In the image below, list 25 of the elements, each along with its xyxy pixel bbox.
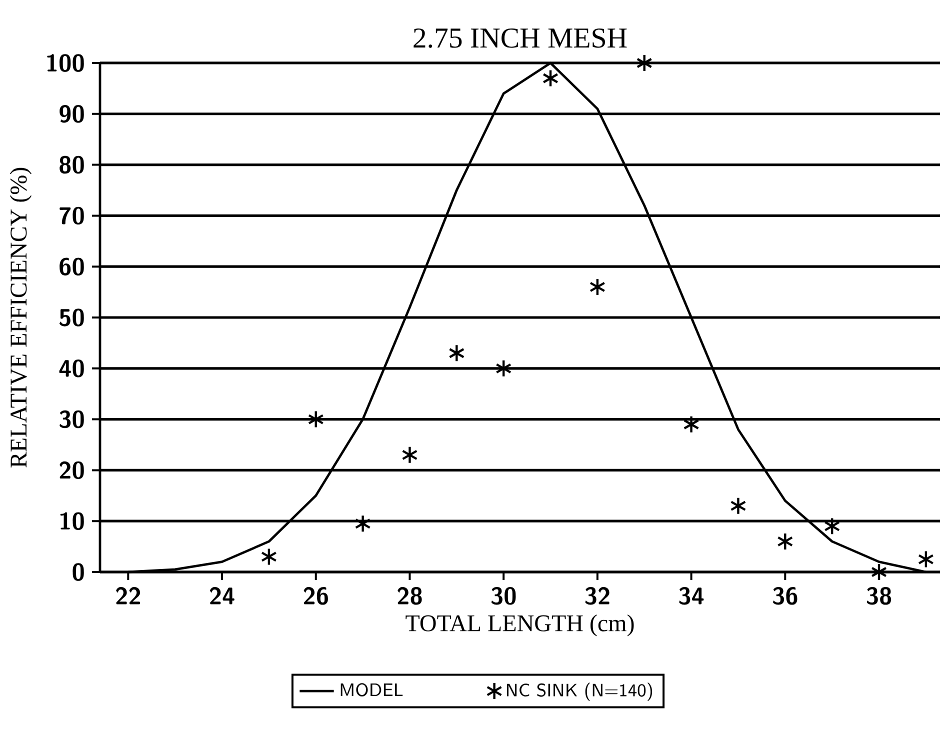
x-tick-label: 24 <box>210 587 234 604</box>
y-tick-label: 10 <box>60 512 84 530</box>
x-tick-label: 22 <box>116 587 140 604</box>
x-axis-title: TOTAL LENGTH (cm) <box>406 614 634 636</box>
y-tick-label: 60 <box>60 258 84 276</box>
y-tick-label: 30 <box>60 410 84 428</box>
y-axis-title: RELATIVE EFFICIENCY (%) <box>10 168 32 468</box>
x-tick-label: 38 <box>866 587 892 605</box>
y-tick-label: 80 <box>60 156 84 174</box>
legend-label: MODEL <box>340 683 403 696</box>
y-tick-label: 70 <box>60 206 84 225</box>
x-tick-label: 28 <box>398 587 422 605</box>
y-tick-label: 90 <box>60 105 84 123</box>
x-tick-label: 34 <box>679 587 704 605</box>
y-tick-label: 20 <box>60 461 84 480</box>
legend-label: NC SINK (N=140) <box>507 682 652 701</box>
y-tick-label: 100 <box>47 54 84 72</box>
x-tick-label: 36 <box>773 587 798 605</box>
x-tick-label: 32 <box>585 587 610 605</box>
chart-title: 2.75 INCH MESH <box>414 28 627 48</box>
x-tick-label: 30 <box>491 587 516 605</box>
y-tick-label: 50 <box>59 308 84 326</box>
y-tick-label: 40 <box>59 360 84 378</box>
y-tick-label: 0 <box>72 563 84 581</box>
x-tick-label: 26 <box>304 587 328 605</box>
